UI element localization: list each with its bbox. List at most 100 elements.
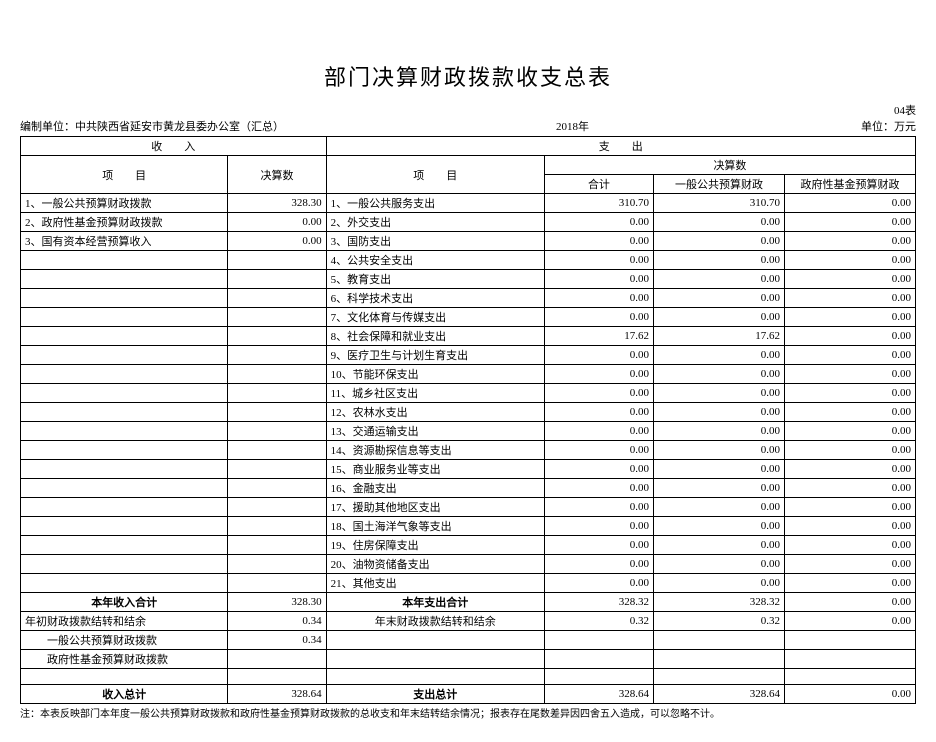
table-row: 9、医疗卫生与计划生育支出0.000.000.00 xyxy=(21,346,916,365)
year-label: 2018年 xyxy=(556,118,589,134)
income-num xyxy=(228,517,326,536)
blank xyxy=(544,631,653,650)
hdr-jsnum-out: 决算数 xyxy=(544,156,915,175)
expense-fund: 0.00 xyxy=(784,403,915,422)
expense-total: 0.00 xyxy=(544,365,653,384)
expense-fund: 0.00 xyxy=(784,479,915,498)
income-label xyxy=(21,384,228,403)
hdr-income: 收 入 xyxy=(21,137,327,156)
sub-fund-label: 政府性基金预算财政拨款 xyxy=(21,650,228,669)
expense-fund: 0.00 xyxy=(784,270,915,289)
expense-total: 0.00 xyxy=(544,289,653,308)
expense-total: 0.00 xyxy=(544,384,653,403)
expense-label: 13、交通运输支出 xyxy=(326,422,544,441)
income-num xyxy=(228,498,326,517)
sub-fund-num xyxy=(228,650,326,669)
expense-fund: 0.00 xyxy=(784,365,915,384)
expense-label: 17、援助其他地区支出 xyxy=(326,498,544,517)
expense-total: 0.00 xyxy=(544,251,653,270)
table-row: 1、一般公共预算财政拨款328.301、一般公共服务支出310.70310.70… xyxy=(21,194,916,213)
carry-end-g: 0.32 xyxy=(654,612,785,631)
income-label xyxy=(21,460,228,479)
expense-fund: 0.00 xyxy=(784,251,915,270)
blank-row xyxy=(21,669,916,685)
carry-begin-label: 年初财政拨款结转和结余 xyxy=(21,612,228,631)
expense-gen: 0.00 xyxy=(654,479,785,498)
income-num xyxy=(228,536,326,555)
expense-label: 21、其他支出 xyxy=(326,574,544,593)
hdr-fund: 政府性基金预算财政 xyxy=(784,175,915,194)
table-row: 18、国土海洋气象等支出0.000.000.00 xyxy=(21,517,916,536)
expense-fund: 0.00 xyxy=(784,555,915,574)
expense-fund: 0.00 xyxy=(784,213,915,232)
expense-total: 0.00 xyxy=(544,213,653,232)
unit-label: 单位：万元 xyxy=(861,118,916,134)
expense-fund: 0.00 xyxy=(784,346,915,365)
expense-total: 0.00 xyxy=(544,308,653,327)
expense-label: 1、一般公共服务支出 xyxy=(326,194,544,213)
table-row: 4、公共安全支出0.000.000.00 xyxy=(21,251,916,270)
grand-out-f: 0.00 xyxy=(784,685,915,704)
expense-fund: 0.00 xyxy=(784,308,915,327)
table-row: 3、国有资本经营预算收入0.003、国防支出0.000.000.00 xyxy=(21,232,916,251)
income-num xyxy=(228,574,326,593)
grand-out-label: 支出总计 xyxy=(326,685,544,704)
expense-total: 0.00 xyxy=(544,346,653,365)
income-num: 328.30 xyxy=(228,194,326,213)
expense-gen: 0.00 xyxy=(654,536,785,555)
blank xyxy=(544,669,653,685)
carry-begin-num: 0.34 xyxy=(228,612,326,631)
expense-fund: 0.00 xyxy=(784,498,915,517)
subtotal-out-label: 本年支出合计 xyxy=(326,593,544,612)
expense-label: 18、国土海洋气象等支出 xyxy=(326,517,544,536)
blank xyxy=(784,631,915,650)
income-num xyxy=(228,555,326,574)
expense-gen: 0.00 xyxy=(654,213,785,232)
expense-label: 6、科学技术支出 xyxy=(326,289,544,308)
sub-gen-row: 一般公共预算财政拨款0.34 xyxy=(21,631,916,650)
blank xyxy=(544,650,653,669)
expense-label: 20、油物资储备支出 xyxy=(326,555,544,574)
table-row: 14、资源勘探信息等支出0.000.000.00 xyxy=(21,441,916,460)
income-label xyxy=(21,498,228,517)
report-sheet: 部门决算财政拨款收支总表 04表 编制单位：中共陕西省延安市黄龙县委办公室（汇总… xyxy=(20,60,916,722)
expense-total: 0.00 xyxy=(544,536,653,555)
table-row: 7、文化体育与传媒支出0.000.000.00 xyxy=(21,308,916,327)
income-label xyxy=(21,346,228,365)
expense-fund: 0.00 xyxy=(784,194,915,213)
sub-gen-label: 一般公共预算财政拨款 xyxy=(21,631,228,650)
expense-fund: 0.00 xyxy=(784,460,915,479)
hdr-total: 合计 xyxy=(544,175,653,194)
blank xyxy=(654,669,785,685)
carry-end-t: 0.32 xyxy=(544,612,653,631)
expense-label: 16、金融支出 xyxy=(326,479,544,498)
grand-out-t: 328.64 xyxy=(544,685,653,704)
footnote: 注：本表反映部门本年度一般公共预算财政拨款和政府性基金预算财政拨款的总收支和年末… xyxy=(20,708,916,722)
income-label xyxy=(21,365,228,384)
blank xyxy=(326,631,544,650)
income-num xyxy=(228,460,326,479)
income-num xyxy=(228,327,326,346)
expense-total: 0.00 xyxy=(544,232,653,251)
expense-label: 15、商业服务业等支出 xyxy=(326,460,544,479)
expense-total: 310.70 xyxy=(544,194,653,213)
expense-total: 0.00 xyxy=(544,498,653,517)
hdr-item-in: 项 目 xyxy=(21,156,228,194)
expense-total: 0.00 xyxy=(544,403,653,422)
income-label xyxy=(21,555,228,574)
expense-label: 19、住房保障支出 xyxy=(326,536,544,555)
expense-gen: 0.00 xyxy=(654,384,785,403)
income-num: 0.00 xyxy=(228,232,326,251)
grand-in-num: 328.64 xyxy=(228,685,326,704)
expense-fund: 0.00 xyxy=(784,384,915,403)
table-row: 17、援助其他地区支出0.000.000.00 xyxy=(21,498,916,517)
income-label xyxy=(21,441,228,460)
hdr-jsnum-in: 决算数 xyxy=(228,156,326,194)
income-label xyxy=(21,422,228,441)
expense-label: 8、社会保障和就业支出 xyxy=(326,327,544,346)
expense-gen: 0.00 xyxy=(654,365,785,384)
table-row: 11、城乡社区支出0.000.000.00 xyxy=(21,384,916,403)
expense-total: 0.00 xyxy=(544,460,653,479)
table-row: 8、社会保障和就业支出17.6217.620.00 xyxy=(21,327,916,346)
expense-gen: 0.00 xyxy=(654,422,785,441)
